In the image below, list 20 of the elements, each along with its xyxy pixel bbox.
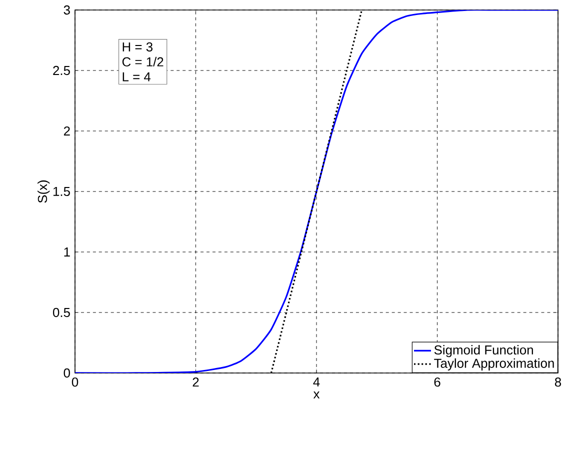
y-tick-label: 2.5 xyxy=(53,66,70,76)
annotation: C = 1/2 xyxy=(122,56,164,66)
x-tick-label: 0 xyxy=(72,377,78,387)
annotation: L = 4 xyxy=(122,72,151,82)
x-tick-label: 4 xyxy=(313,378,320,386)
annotation: H = 3 xyxy=(122,42,153,52)
x-tick-label: 2 xyxy=(192,377,199,387)
x-tick-label: 8 xyxy=(554,377,562,387)
legend-label: Taylor Approximation xyxy=(434,358,554,370)
y-tick-label: 3 xyxy=(64,5,70,15)
y-tick-label: 2 xyxy=(64,126,70,136)
y-tick-label: 1 xyxy=(64,248,70,256)
x-axis-title: x xyxy=(313,392,320,398)
y-axis-title: S(x) xyxy=(38,180,50,203)
y-tick-label: 0 xyxy=(64,368,70,378)
x-tick-label: 6 xyxy=(434,377,440,387)
y-tick-label: 0.5 xyxy=(52,308,70,318)
legend-label: Sigmoid Function xyxy=(434,345,533,358)
line-series xyxy=(75,10,558,373)
y-tick-label: 1.5 xyxy=(53,186,70,196)
